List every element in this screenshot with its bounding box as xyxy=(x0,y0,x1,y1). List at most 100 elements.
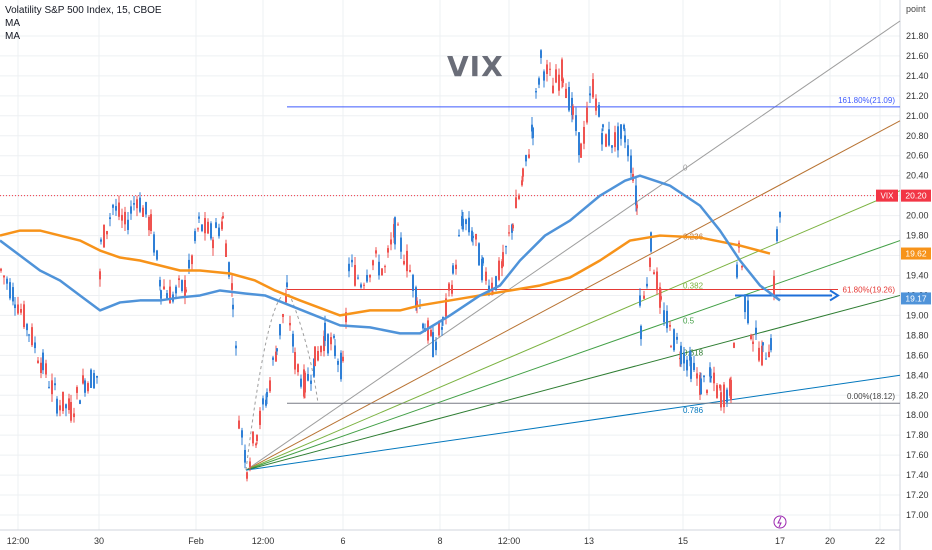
candle-body xyxy=(710,375,712,379)
candle-body xyxy=(689,350,691,361)
candle-body xyxy=(197,228,199,230)
candle-body xyxy=(776,229,778,241)
candle-body xyxy=(228,262,230,277)
candle-body xyxy=(558,74,560,91)
candle-body xyxy=(583,126,585,144)
candle-body xyxy=(100,239,102,242)
y-tick-label: 21.20 xyxy=(906,91,929,101)
candle-body xyxy=(56,398,58,414)
candle-body xyxy=(175,286,177,294)
candle-body xyxy=(139,197,141,212)
candle-body xyxy=(221,221,223,230)
candle-body xyxy=(153,234,155,253)
candle-body xyxy=(498,260,500,280)
candle-body xyxy=(360,284,362,288)
price-tag-value: 20.20 xyxy=(905,191,927,201)
candle-body xyxy=(378,261,380,276)
candle-body xyxy=(84,380,86,393)
candle-body xyxy=(265,399,267,406)
candle-body xyxy=(406,250,408,272)
legend: Volatility S&P 500 Index, 15, CBOE MA MA xyxy=(5,4,162,43)
candle-body xyxy=(127,219,129,230)
indicator-ma-2[interactable]: MA xyxy=(5,31,20,42)
candle-body xyxy=(118,202,120,217)
candle-body xyxy=(706,390,708,394)
candle-body xyxy=(686,359,688,371)
fib-fan-label: 0.382 xyxy=(683,281,704,290)
fib-fan-ray xyxy=(245,240,901,471)
candle-body xyxy=(720,392,722,408)
candle-body xyxy=(252,431,254,444)
candle-body xyxy=(403,261,405,265)
candle-body xyxy=(485,271,487,281)
candle-body xyxy=(660,296,662,300)
candle-body xyxy=(333,335,335,338)
candle-body xyxy=(79,400,81,404)
candle-body xyxy=(73,413,75,418)
candle-body xyxy=(427,320,429,341)
candle-body xyxy=(624,135,626,143)
candle-body xyxy=(9,282,11,299)
candle-body xyxy=(666,310,668,329)
candle-body xyxy=(640,325,642,340)
candle-body xyxy=(630,155,632,173)
candle-body xyxy=(163,286,165,290)
price-tag-name: VIX xyxy=(881,192,895,201)
candle-body xyxy=(568,87,570,111)
candle-body xyxy=(304,372,306,393)
candle-body xyxy=(345,312,347,323)
y-tick-label: 19.00 xyxy=(906,310,929,320)
x-tick-label: 15 xyxy=(678,536,688,546)
candle-body xyxy=(369,274,371,278)
indicator-ma-1[interactable]: MA xyxy=(5,18,20,29)
candle-body xyxy=(241,430,243,438)
candle-body xyxy=(565,88,567,99)
candle-body xyxy=(744,294,746,313)
candle-body xyxy=(719,384,721,389)
candle-body xyxy=(0,268,2,271)
candle-body xyxy=(505,246,507,248)
candle-body xyxy=(663,310,665,323)
candle-body xyxy=(472,235,474,239)
candle-body xyxy=(611,145,613,148)
candle-body xyxy=(555,69,557,83)
price-tag-value: 19.17 xyxy=(905,293,927,303)
candle-body xyxy=(121,214,123,221)
candle-body xyxy=(351,259,353,263)
instrument-title[interactable]: Volatility S&P 500 Index, 15, CBOE xyxy=(5,5,162,16)
candle-body xyxy=(285,294,287,303)
candle-body xyxy=(412,274,414,291)
candle-body xyxy=(292,333,294,347)
candle-body xyxy=(627,145,629,157)
candle-body xyxy=(770,338,772,351)
candle-body xyxy=(543,71,545,81)
candle-body xyxy=(765,358,767,360)
candle-body xyxy=(115,206,117,211)
candle-body xyxy=(286,282,288,288)
candle-body xyxy=(204,218,206,234)
y-tick-label: 18.60 xyxy=(906,350,929,360)
fib-fan-label: 0 xyxy=(683,164,688,173)
candle-body xyxy=(755,327,757,335)
y-tick-label: 21.80 xyxy=(906,31,929,41)
candle-body xyxy=(700,378,702,395)
candle-body xyxy=(255,443,257,446)
y-tick-label: 19.40 xyxy=(906,270,929,280)
fib-label-upper: 161.80%(21.09) xyxy=(838,96,895,105)
candle-body xyxy=(595,98,597,111)
candle-body xyxy=(635,185,637,206)
lightning-icon[interactable] xyxy=(773,515,787,529)
candle-body xyxy=(649,258,651,267)
candle-body xyxy=(103,224,105,248)
candle-body xyxy=(762,342,764,346)
candle-body xyxy=(508,232,510,234)
candle-body xyxy=(148,216,150,231)
candle-body xyxy=(40,362,42,373)
candle-body xyxy=(676,336,678,340)
candle-body xyxy=(387,248,389,253)
candle-body xyxy=(561,59,563,82)
y-tick-label: 17.80 xyxy=(906,430,929,440)
y-tick-label: 17.20 xyxy=(906,490,929,500)
